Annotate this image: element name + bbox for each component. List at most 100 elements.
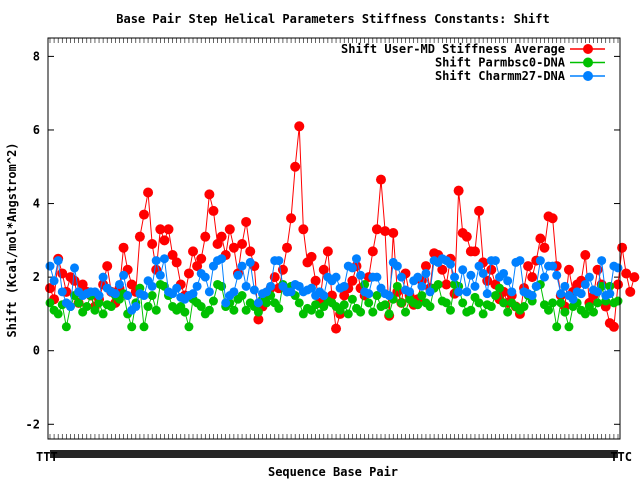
data-point	[417, 291, 427, 301]
legend-marker	[583, 57, 593, 68]
data-point	[200, 231, 211, 242]
data-point	[413, 272, 423, 282]
data-point	[200, 272, 210, 282]
data-point	[307, 283, 317, 293]
data-point	[196, 253, 207, 264]
data-point	[441, 279, 452, 290]
data-point	[535, 256, 545, 266]
data-point	[568, 294, 578, 304]
x-axis-label: Sequence Base Pair	[268, 465, 398, 479]
x-tick-label-left: TTT	[36, 450, 58, 464]
data-point	[556, 298, 566, 308]
data-point	[375, 174, 386, 185]
data-point	[151, 305, 161, 315]
data-point	[560, 307, 570, 317]
data-point	[196, 302, 206, 312]
data-point	[347, 294, 357, 304]
data-point	[253, 314, 264, 325]
data-point	[356, 307, 366, 317]
y-tick-label: 0	[33, 344, 40, 358]
data-point	[584, 272, 594, 282]
data-point	[495, 283, 504, 293]
chart-title: Base Pair Step Helical Parameters Stiffn…	[116, 12, 549, 26]
data-point	[405, 287, 415, 297]
data-point	[204, 287, 214, 297]
data-point	[523, 261, 534, 272]
data-point	[564, 322, 574, 332]
data-point	[490, 256, 500, 266]
data-point	[503, 307, 513, 317]
data-point	[507, 287, 517, 297]
data-point	[245, 246, 256, 257]
data-point	[535, 233, 546, 244]
data-point	[588, 307, 598, 317]
data-point	[503, 276, 513, 286]
data-point	[580, 250, 591, 261]
data-point	[90, 305, 100, 315]
y-tick-label: 6	[33, 123, 40, 137]
data-point	[441, 298, 451, 308]
data-point	[159, 235, 170, 246]
data-point	[208, 205, 219, 216]
data-point	[343, 309, 353, 319]
data-point	[159, 254, 169, 264]
data-point	[94, 291, 104, 301]
data-point	[563, 264, 574, 275]
data-point	[613, 279, 623, 290]
data-point	[118, 242, 129, 253]
data-point	[224, 224, 235, 235]
data-point	[613, 263, 623, 273]
data-point	[106, 302, 116, 312]
data-point	[241, 305, 251, 315]
data-point	[576, 289, 586, 299]
data-point	[539, 242, 550, 253]
y-tick-label: 2	[33, 270, 40, 284]
data-point	[469, 246, 480, 257]
data-point	[347, 275, 358, 286]
data-point	[486, 302, 496, 312]
data-point	[613, 296, 623, 306]
data-point	[470, 281, 480, 291]
data-point	[298, 224, 309, 235]
data-point	[629, 272, 640, 283]
data-point	[474, 205, 485, 216]
data-point	[437, 264, 448, 275]
data-point	[98, 309, 108, 319]
data-point	[147, 281, 157, 291]
data-point	[241, 216, 252, 227]
data-point	[621, 268, 632, 279]
data-point	[204, 305, 214, 315]
data-point	[364, 289, 374, 299]
data-point	[372, 291, 382, 301]
data-point	[450, 272, 460, 282]
data-point	[126, 279, 137, 290]
y-tick-label: 8	[33, 49, 40, 63]
x-tick-label-right: TTC	[610, 450, 632, 464]
data-point	[229, 287, 239, 297]
data-point	[547, 213, 558, 224]
data-point	[605, 289, 615, 299]
data-point	[486, 264, 497, 275]
data-point	[311, 300, 321, 310]
data-point	[453, 185, 464, 196]
data-point	[420, 261, 431, 272]
data-point	[474, 261, 484, 271]
legend-label: Shift User-MD Stiffness Average	[341, 42, 565, 56]
data-point	[347, 263, 357, 273]
data-point	[151, 256, 161, 266]
data-point	[192, 261, 203, 272]
data-point	[396, 272, 406, 282]
data-point	[119, 270, 129, 280]
data-point	[593, 287, 603, 297]
data-point	[241, 281, 251, 291]
data-point	[274, 256, 284, 266]
data-point	[77, 279, 88, 290]
legend-label: Shift Charmm27-DNA	[435, 69, 566, 83]
data-point	[286, 287, 296, 297]
data-point	[98, 272, 108, 282]
data-point	[368, 307, 378, 317]
data-point	[531, 281, 541, 291]
data-point	[593, 298, 603, 308]
data-point	[212, 239, 223, 250]
